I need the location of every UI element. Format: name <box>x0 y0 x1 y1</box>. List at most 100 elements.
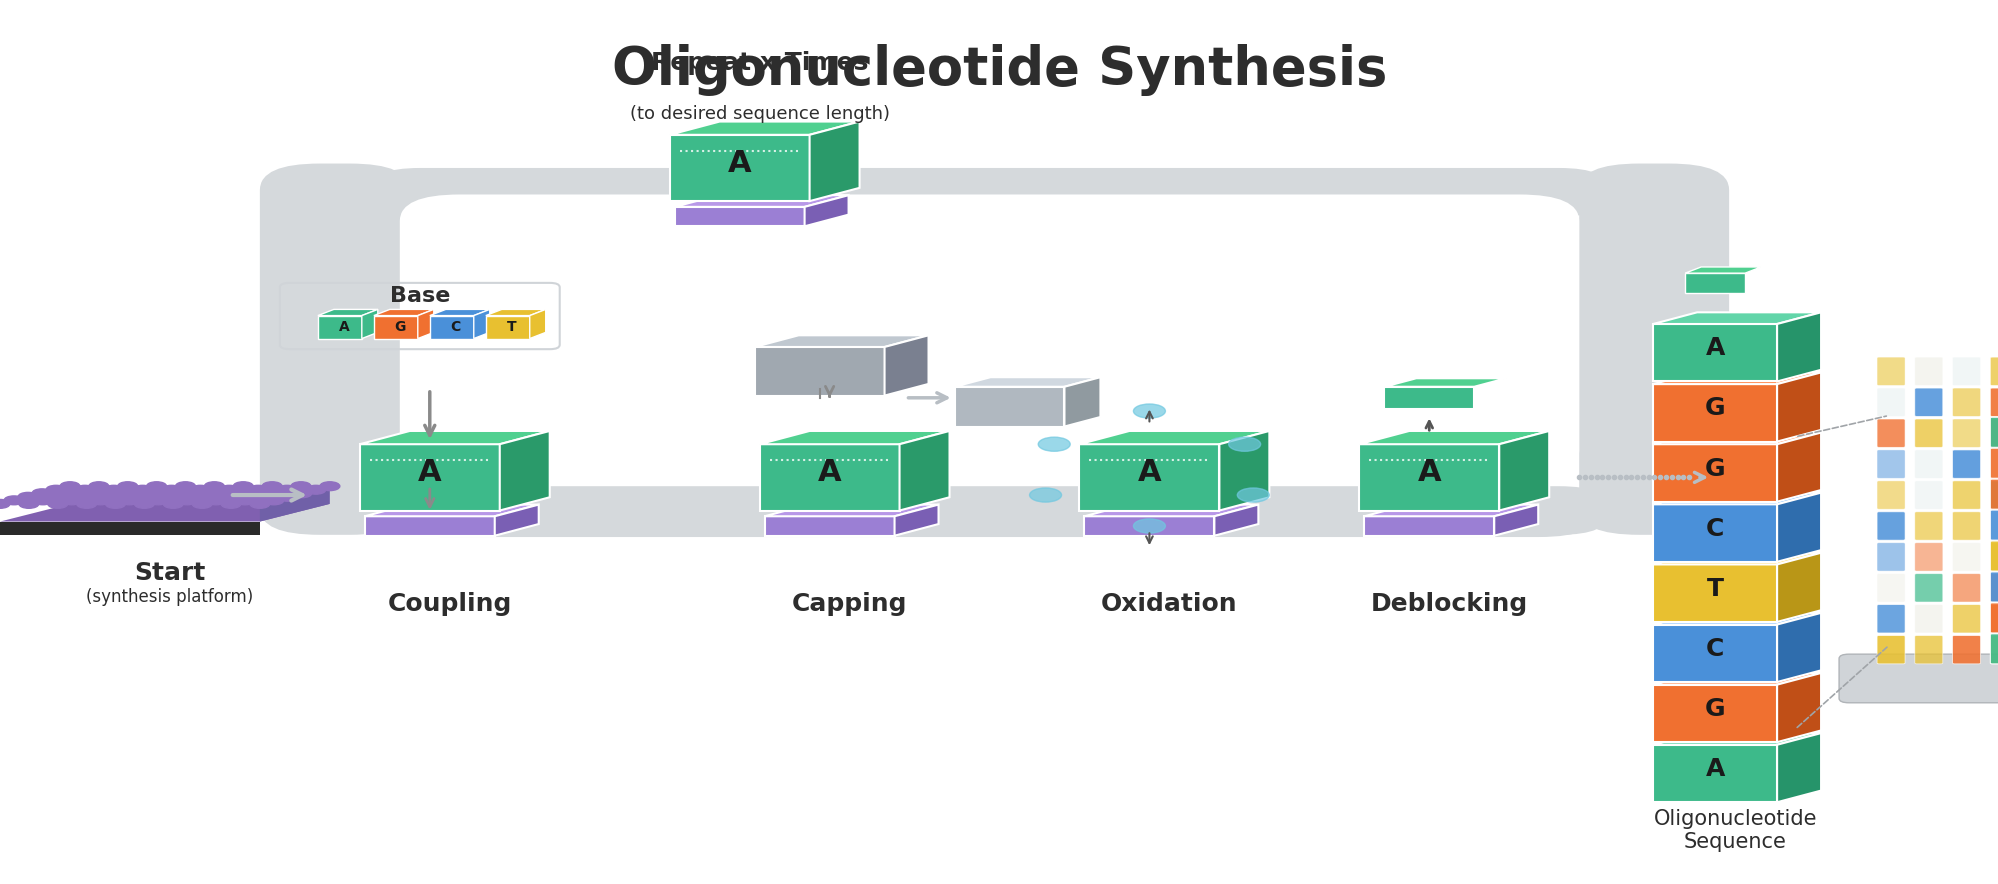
FancyBboxPatch shape <box>1876 357 1904 385</box>
FancyBboxPatch shape <box>1952 605 1980 633</box>
FancyBboxPatch shape <box>370 168 1608 217</box>
Circle shape <box>0 499 10 508</box>
FancyBboxPatch shape <box>1952 357 1980 385</box>
Polygon shape <box>1652 372 1820 384</box>
Text: Start: Start <box>134 561 206 585</box>
Circle shape <box>104 492 124 501</box>
Polygon shape <box>364 505 537 516</box>
Polygon shape <box>318 309 378 316</box>
FancyBboxPatch shape <box>1838 654 1998 703</box>
Circle shape <box>18 499 38 508</box>
Polygon shape <box>1359 431 1548 444</box>
FancyBboxPatch shape <box>1876 605 1904 633</box>
Text: Coupling: Coupling <box>388 592 511 616</box>
Polygon shape <box>430 309 490 316</box>
Polygon shape <box>1083 505 1257 516</box>
Circle shape <box>132 485 152 494</box>
Polygon shape <box>418 309 434 339</box>
FancyBboxPatch shape <box>1914 512 1942 540</box>
Polygon shape <box>753 347 883 395</box>
Polygon shape <box>1776 733 1820 803</box>
Polygon shape <box>753 335 927 347</box>
Circle shape <box>1133 404 1165 418</box>
Circle shape <box>1133 519 1165 533</box>
Circle shape <box>48 499 68 508</box>
Polygon shape <box>953 387 1063 426</box>
Circle shape <box>88 482 108 491</box>
Polygon shape <box>318 316 362 339</box>
Circle shape <box>46 492 66 501</box>
Circle shape <box>106 499 126 508</box>
Polygon shape <box>1776 312 1820 381</box>
Circle shape <box>1029 488 1061 502</box>
Text: Capping: Capping <box>791 592 907 616</box>
Polygon shape <box>1493 505 1538 536</box>
Text: G: G <box>1704 396 1724 421</box>
Text: C: C <box>1704 636 1724 661</box>
FancyBboxPatch shape <box>1990 388 1998 416</box>
Polygon shape <box>1652 444 1776 502</box>
Circle shape <box>60 489 80 498</box>
Circle shape <box>32 496 52 505</box>
Circle shape <box>118 489 138 498</box>
Circle shape <box>234 489 254 498</box>
Circle shape <box>292 489 312 498</box>
Circle shape <box>222 499 242 508</box>
Circle shape <box>118 482 138 491</box>
Polygon shape <box>1776 492 1820 562</box>
Polygon shape <box>360 444 500 510</box>
Polygon shape <box>1359 444 1498 510</box>
Circle shape <box>178 496 198 505</box>
FancyBboxPatch shape <box>1952 512 1980 540</box>
FancyBboxPatch shape <box>260 164 410 535</box>
Circle shape <box>206 496 226 505</box>
Circle shape <box>278 485 298 494</box>
Polygon shape <box>360 431 549 444</box>
FancyBboxPatch shape <box>1914 357 1942 385</box>
FancyBboxPatch shape <box>1876 574 1904 602</box>
Text: C: C <box>1704 516 1724 541</box>
Polygon shape <box>1652 432 1820 444</box>
Polygon shape <box>494 505 537 536</box>
Polygon shape <box>1684 273 1744 293</box>
Circle shape <box>18 492 38 501</box>
FancyBboxPatch shape <box>1990 417 1998 447</box>
Text: G: G <box>394 320 406 334</box>
FancyBboxPatch shape <box>1952 450 1980 478</box>
FancyBboxPatch shape <box>1876 481 1904 509</box>
Circle shape <box>262 482 282 491</box>
Polygon shape <box>1079 444 1219 510</box>
Text: A: A <box>1137 459 1161 487</box>
FancyBboxPatch shape <box>1990 512 1998 540</box>
FancyBboxPatch shape <box>1990 543 1998 571</box>
FancyBboxPatch shape <box>1990 634 1998 664</box>
Polygon shape <box>899 431 949 510</box>
Polygon shape <box>1776 372 1820 441</box>
FancyBboxPatch shape <box>1990 419 1998 447</box>
Polygon shape <box>1063 377 1099 426</box>
FancyBboxPatch shape <box>1990 603 1998 633</box>
Polygon shape <box>486 309 545 316</box>
Circle shape <box>1237 488 1269 502</box>
Circle shape <box>176 489 196 498</box>
FancyBboxPatch shape <box>1876 450 1904 478</box>
Polygon shape <box>953 377 1099 387</box>
Circle shape <box>60 482 80 491</box>
FancyBboxPatch shape <box>1914 636 1942 664</box>
Circle shape <box>264 496 284 505</box>
FancyBboxPatch shape <box>1952 419 1980 447</box>
FancyBboxPatch shape <box>1990 357 1998 385</box>
FancyBboxPatch shape <box>1578 164 1728 535</box>
Circle shape <box>46 485 66 494</box>
Circle shape <box>74 485 94 494</box>
Polygon shape <box>0 504 330 522</box>
Polygon shape <box>260 486 330 522</box>
Circle shape <box>76 499 96 508</box>
FancyBboxPatch shape <box>370 486 1608 535</box>
Text: A: A <box>418 459 442 487</box>
Polygon shape <box>1383 387 1473 408</box>
FancyBboxPatch shape <box>1914 481 1942 509</box>
FancyBboxPatch shape <box>1876 543 1904 571</box>
FancyBboxPatch shape <box>1990 479 1998 509</box>
Polygon shape <box>486 316 529 339</box>
